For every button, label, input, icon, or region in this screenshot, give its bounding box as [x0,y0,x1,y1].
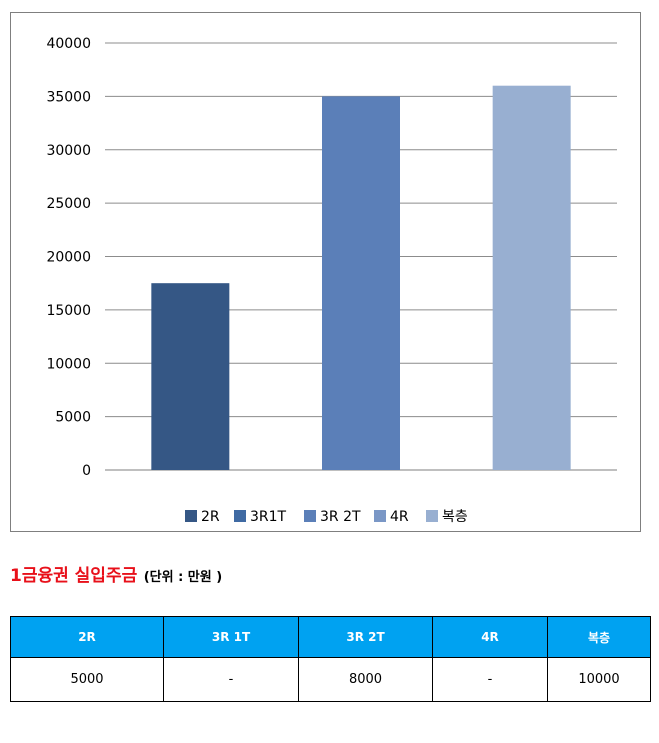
table-header-cell: 3R 1T [163,616,299,658]
chart-frame: 0 5000 10000 15000 20000 25000 30000 35000 40000… [10,12,641,532]
bar-2 [322,96,400,470]
legend-label: 3R1T [250,509,287,525]
y-tick-label: 20000 [46,250,91,266]
legend-swatch [185,510,197,522]
y-tick-label: 10000 [46,356,91,372]
section-title: 1금융권 실입주금 (단위 : 만원 ) [10,561,222,586]
legend-swatch [304,510,316,522]
legend-label: 복층 [442,509,468,525]
table-cell: - [432,657,548,702]
table-header-cell: 4R [432,616,548,658]
legend-swatch [374,510,386,522]
y-tick-label: 35000 [46,89,91,105]
legend-swatch [234,510,246,522]
y-tick-label: 30000 [46,143,91,159]
table-header-cell: 2R [10,616,164,658]
y-tick-label: 40000 [46,36,91,52]
section-title-unit: (단위 : 만원 ) [143,570,223,585]
table-cell: 5000 [10,657,164,702]
table-header-cell: 3R 2T [298,616,433,658]
legend-label: 4R [390,509,409,525]
bar-chart: 0 5000 10000 15000 20000 25000 30000 35000 40000… [46,36,617,525]
table-header-row: 2R 3R 1T 3R 2T 4R 복층 [10,616,651,658]
section-title-main: 1금융권 실입주금 [10,566,138,586]
bar-3 [492,85,571,470]
table-header-cell: 복층 [547,616,651,658]
y-tick-label: 25000 [46,196,91,212]
table-cell: 10000 [547,657,651,702]
table-cell: 8000 [298,657,433,702]
legend-label: 2R [201,509,220,525]
legend-swatch [426,510,438,522]
legend-label: 3R 2T [320,509,361,525]
bar-1 [151,283,230,470]
y-tick-label: 5000 [55,410,91,426]
table-row: 5000 - 8000 - 10000 [10,657,651,702]
y-tick-label: 0 [82,463,91,479]
table-cell: - [163,657,299,702]
deposit-table: 2R 3R 1T 3R 2T 4R 복층 5000 - 8000 - 10000 [10,616,651,702]
y-tick-label: 15000 [46,303,91,319]
